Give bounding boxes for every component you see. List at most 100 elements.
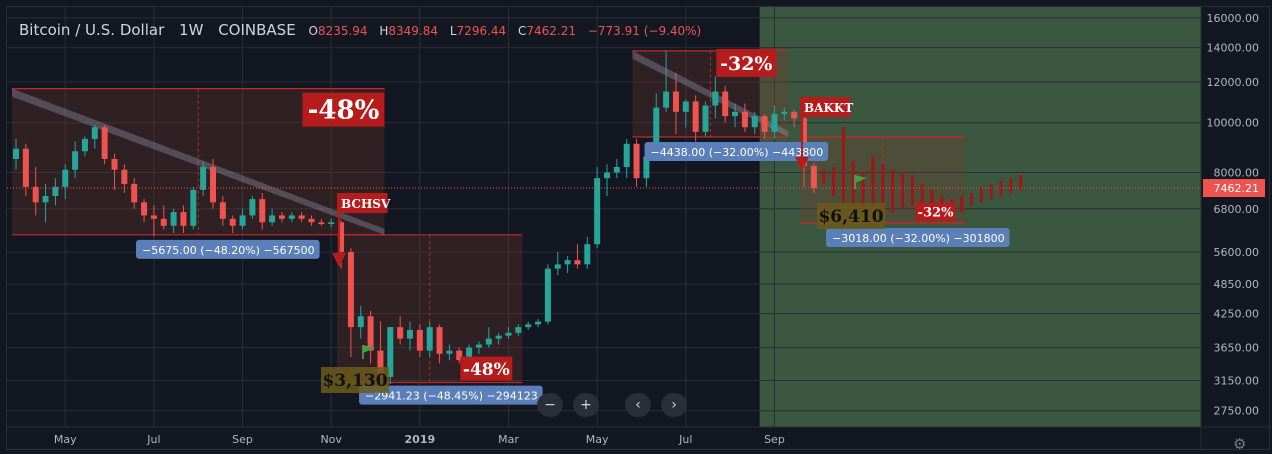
candle-body[interactable] xyxy=(781,111,788,114)
candle-body[interactable] xyxy=(643,156,650,179)
range-label-box[interactable] xyxy=(826,227,1010,247)
candle-body[interactable] xyxy=(101,127,108,159)
candle-body[interactable] xyxy=(328,222,335,225)
candle-body[interactable] xyxy=(180,212,187,226)
candle-body[interactable] xyxy=(525,324,532,328)
candle-body[interactable] xyxy=(269,215,276,223)
candle-body[interactable] xyxy=(613,166,620,173)
candle-body[interactable] xyxy=(347,252,354,328)
candle-body[interactable] xyxy=(436,327,443,354)
range-label-box[interactable] xyxy=(136,239,320,259)
candle-body[interactable] xyxy=(397,327,404,339)
candle-body[interactable] xyxy=(259,199,266,223)
candle-body[interactable] xyxy=(150,215,157,219)
candle-body[interactable] xyxy=(456,350,463,361)
candle-body[interactable] xyxy=(535,321,542,325)
interval-label[interactable]: 1W xyxy=(179,21,204,39)
candle-body[interactable] xyxy=(564,260,571,265)
candle-body[interactable] xyxy=(62,169,69,187)
candle-body[interactable] xyxy=(367,316,374,351)
candle-body[interactable] xyxy=(722,91,729,117)
candle-body[interactable] xyxy=(732,111,739,117)
candle-body[interactable] xyxy=(741,111,748,128)
candle-body[interactable] xyxy=(239,215,246,226)
gear-icon[interactable]: ⚙ xyxy=(1233,435,1247,453)
range-label-box[interactable] xyxy=(644,142,829,162)
candle-body[interactable] xyxy=(426,327,433,351)
candle-body[interactable] xyxy=(91,127,98,139)
price-chart[interactable]: −5675.00 (−48.20%) −567500 −2941.23 (−48.… xyxy=(7,7,1271,451)
candle-body[interactable] xyxy=(249,199,256,216)
candle-body[interactable] xyxy=(712,91,719,106)
low-value: 7296.44 xyxy=(456,24,507,38)
candle-body[interactable] xyxy=(407,329,413,339)
candle-body[interactable] xyxy=(318,222,325,225)
candle-body[interactable] xyxy=(446,350,453,354)
candle-body[interactable] xyxy=(42,196,49,203)
candle-body[interactable] xyxy=(663,91,670,108)
candle-body[interactable] xyxy=(200,166,207,190)
candle-body[interactable] xyxy=(131,183,138,203)
candle-body[interactable] xyxy=(298,215,305,219)
candle-body[interactable] xyxy=(544,268,551,322)
candle-body[interactable] xyxy=(594,178,601,245)
candle-body[interactable] xyxy=(160,218,167,226)
candle-body[interactable] xyxy=(121,169,128,184)
scroll-left-button[interactable]: ‹ xyxy=(625,393,651,417)
percent-badge xyxy=(716,48,777,77)
candle-body[interactable] xyxy=(505,332,512,336)
range-label: −4438.00 (−32.00%) −443800 xyxy=(651,146,824,159)
candle-body[interactable] xyxy=(170,212,177,226)
candle-body[interactable] xyxy=(495,335,502,339)
x-tick-label: Mar xyxy=(498,433,519,446)
candle-body[interactable] xyxy=(623,143,630,167)
candle-body[interactable] xyxy=(574,260,581,265)
candle-body[interactable] xyxy=(672,91,679,112)
candle-body[interactable] xyxy=(52,186,59,197)
candle-body[interactable] xyxy=(141,202,148,216)
y-tick-label: 2750.00 xyxy=(1214,405,1260,418)
candle-body[interactable] xyxy=(219,202,226,219)
exchange-label: COINBASE xyxy=(218,21,296,39)
zoom-out-button[interactable]: − xyxy=(537,393,563,417)
candle-body[interactable] xyxy=(751,116,758,128)
candle-body[interactable] xyxy=(81,138,88,152)
candle-body[interactable] xyxy=(692,101,699,132)
candle-body[interactable] xyxy=(338,222,345,253)
candle-body[interactable] xyxy=(771,113,778,132)
candle-body[interactable] xyxy=(702,105,709,132)
candle-body[interactable] xyxy=(22,148,29,187)
candle-body[interactable] xyxy=(111,158,118,170)
candle-body[interactable] xyxy=(653,107,660,157)
candle-body[interactable] xyxy=(584,244,591,265)
scroll-right-button[interactable]: › xyxy=(661,393,687,417)
candle-body[interactable] xyxy=(308,218,315,223)
candle-body[interactable] xyxy=(377,350,384,377)
candle-body[interactable] xyxy=(288,215,295,219)
candle-body[interactable] xyxy=(190,189,197,226)
candle-body[interactable] xyxy=(357,316,364,328)
candle-body[interactable] xyxy=(72,151,79,170)
candle-body[interactable] xyxy=(210,166,216,203)
candle-body[interactable] xyxy=(485,338,492,345)
candle-body[interactable] xyxy=(466,347,473,361)
x-tick-label: Jul xyxy=(146,433,160,446)
candle-body[interactable] xyxy=(604,172,610,179)
candle-body[interactable] xyxy=(278,215,285,219)
chart-legend: Bitcoin / U.S. Dollar 1W COINBASE O8235.… xyxy=(19,21,709,39)
zoom-in-button[interactable]: + xyxy=(573,393,599,417)
candle-body[interactable] xyxy=(475,344,482,348)
candle-body[interactable] xyxy=(13,148,19,159)
candle-body[interactable] xyxy=(387,327,394,377)
range-label-box[interactable] xyxy=(359,385,543,405)
candle-body[interactable] xyxy=(633,143,640,179)
candle-body[interactable] xyxy=(416,329,423,351)
candle-body[interactable] xyxy=(515,327,522,333)
candle-body[interactable] xyxy=(229,218,236,226)
candle-body[interactable] xyxy=(810,166,817,189)
candle-body[interactable] xyxy=(791,111,798,119)
candle-body[interactable] xyxy=(682,101,689,112)
candle-body[interactable] xyxy=(554,264,561,269)
candle-body[interactable] xyxy=(32,186,39,203)
candle-body[interactable] xyxy=(761,116,768,132)
